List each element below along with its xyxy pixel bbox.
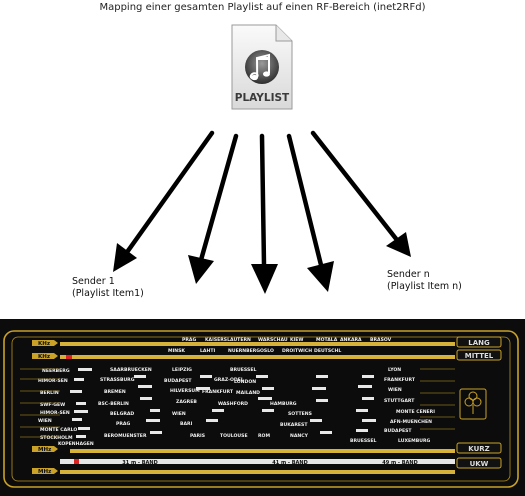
station-label: ANKARA [340,337,362,343]
diagram-title: Mapping einer gesamten Playlist auf eine… [99,2,426,13]
station-label: BRUESSEL [350,438,376,444]
station-label: STUTTGART [384,398,415,404]
station-label: BSC-BERLIN [98,401,129,407]
station-label: MONTE CARLO [40,427,77,433]
arrow-3 [259,133,267,268]
sender-first-item: (Playlist Item1) [72,288,144,299]
sw-band-49m: 49 m - BAND [382,460,417,466]
arrow-head-1 [113,243,137,272]
station-label: BRASOV [370,337,392,343]
band-label-ukw: UKW [470,460,489,468]
sw-band-41m: 41 m - BAND [272,460,307,466]
arrow-2 [198,133,239,263]
station-label: TOULOUSE [220,433,248,439]
station-label: STRASSBURG [100,377,135,383]
station-label: BREMEN [104,389,126,395]
station-label: STOCKHOLM [40,435,73,441]
station-label: BERLIN [40,390,59,396]
station-label: BRUESSEL [230,367,256,373]
station-label: LONDON [234,379,256,385]
station-label: PARIS [190,433,205,439]
station-label: MINSK [168,348,185,354]
playlist-file-icon: PLAYLIST [226,23,296,111]
sender-last-name: Sender n [387,269,430,280]
arrow-4 [286,133,324,268]
station-label: AFN-MUENCHEN [390,419,432,425]
station-label: NANCY [290,433,309,439]
station-label: BUDAPEST [164,378,192,384]
station-label: ROM [258,433,270,439]
station-label: HIMOR-SEN [38,378,68,384]
station-label: SWF-GEW [40,402,65,408]
lw-scale-bar [60,342,455,346]
station-label: MONTE CENERI [396,409,435,415]
clover-emblem [459,388,487,420]
mapping-arrows [113,130,411,294]
station-label: DROITWICH [282,348,312,354]
station-label: WIEN [388,387,402,393]
arrow-head-2 [188,255,214,284]
station-label: OSLO [260,348,274,354]
station-label: WIEN [38,418,52,424]
station-label: HILVERSUM [170,388,200,394]
arrow-head-3 [251,264,278,294]
station-label: NEERBERG [42,368,70,374]
station-label: BELGRAD [110,411,134,417]
dial-frame [3,330,519,488]
band-label-mittel: MITTEL [465,352,494,360]
arrow-5 [310,130,400,243]
station-label: KOPENHAGEN [58,441,94,447]
station-label: HIMOR-SEN [40,410,70,416]
station-label: WASHFORD [218,401,248,407]
mw-scale-bar [60,355,455,359]
dial-background [0,319,525,496]
mw-red-marker [66,355,72,359]
unit-label-lw: KHz [38,341,50,347]
station-label: MAILAND [236,390,260,396]
station-label: NUERNBERG [228,348,260,354]
station-label: ZAGREB [176,399,197,405]
band-label-lang: LANG [468,339,490,347]
station-label: GRAZ-ODEL [214,377,244,383]
station-label: HAMBURG [270,401,297,407]
kw-red-marker [74,459,79,464]
kw-band-bar [60,459,455,464]
sender-first-name: Sender 1 [72,276,115,287]
station-label: LAHTI [200,348,215,354]
unit-label-kw: MHz [38,447,51,453]
radio-dial-scale: LANG MITTEL KURZ UKW KHz KHz MHz MHz 31 … [0,319,525,496]
station-label: BEROMUENSTER [104,433,147,439]
station-label: KAISERSLAUTERN [205,337,251,343]
sw-band-31m: 31 m - BAND [122,460,157,466]
arrow-1 [122,130,215,258]
station-label: LEIPZIG [172,367,192,373]
sender-last-label: Sender n (Playlist Item n) [387,269,462,293]
station-label: SOTTENS [288,411,312,417]
sender-first-label: Sender 1 (Playlist Item1) [72,276,144,300]
ukw-scale-bar [60,470,455,474]
unit-label-mw: KHz [38,354,50,360]
sender-last-item: (Playlist Item n) [387,281,462,292]
station-label: FRANKFURT [202,389,234,395]
station-label: WARSCHAU [258,337,288,343]
unit-label-ukw: MHz [38,469,51,475]
station-label: SAARBRUECKEN [110,367,152,373]
station-label: BARI [180,421,193,427]
station-label: PRAG [182,337,196,343]
station-label: MOTALA [316,337,338,343]
station-label: PRAG [116,421,130,427]
station-label: LUXEMBURG [398,438,431,444]
station-label: DEUTSCHL [314,348,341,354]
band-label-kurz: KURZ [468,445,489,453]
station-label: FRANKFURT [384,377,416,383]
station-label: WIEN [172,411,186,417]
kw-scale-bar [70,449,455,453]
station-label: BUDAPEST [384,428,412,434]
station-label: BUKAREST [280,422,308,428]
station-label: KIEW [290,337,303,343]
playlist-label: PLAYLIST [234,92,290,104]
station-label: LYON [388,367,401,373]
arrow-head-5 [386,232,411,257]
arrow-head-4 [307,261,334,292]
